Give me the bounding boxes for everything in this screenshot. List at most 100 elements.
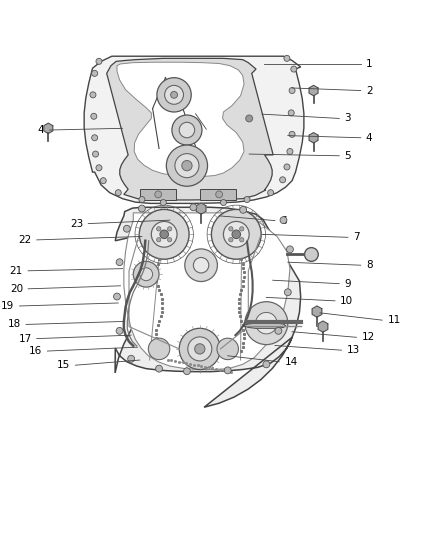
Circle shape: [167, 238, 172, 242]
Text: 19: 19: [1, 301, 14, 311]
Polygon shape: [84, 56, 304, 204]
Circle shape: [190, 204, 197, 211]
Polygon shape: [309, 133, 318, 143]
Circle shape: [160, 199, 166, 206]
Text: 1: 1: [366, 59, 373, 69]
Circle shape: [229, 238, 233, 242]
Circle shape: [92, 70, 98, 76]
Circle shape: [139, 197, 145, 203]
Text: 10: 10: [340, 296, 353, 306]
Circle shape: [194, 344, 205, 354]
Circle shape: [245, 302, 288, 345]
Circle shape: [175, 154, 199, 177]
Circle shape: [217, 338, 238, 360]
Circle shape: [291, 66, 297, 72]
Text: 9: 9: [344, 279, 351, 289]
Circle shape: [304, 248, 318, 261]
Circle shape: [287, 149, 293, 155]
Text: 18: 18: [7, 319, 21, 329]
Circle shape: [244, 197, 250, 203]
Circle shape: [160, 230, 169, 239]
Circle shape: [288, 110, 294, 116]
Polygon shape: [44, 123, 53, 133]
Text: 13: 13: [346, 345, 360, 355]
Circle shape: [157, 227, 161, 231]
Text: 14: 14: [284, 357, 297, 367]
Bar: [140, 189, 176, 200]
Circle shape: [182, 160, 192, 171]
Circle shape: [229, 227, 233, 231]
Circle shape: [194, 257, 209, 273]
Text: 4: 4: [38, 125, 45, 135]
Text: 5: 5: [344, 151, 351, 161]
Circle shape: [92, 151, 99, 157]
Circle shape: [155, 365, 162, 372]
Polygon shape: [243, 323, 286, 328]
Circle shape: [148, 338, 170, 360]
Polygon shape: [318, 321, 328, 332]
Circle shape: [92, 135, 98, 141]
Polygon shape: [117, 62, 244, 176]
Circle shape: [179, 328, 220, 369]
Text: 8: 8: [366, 260, 373, 270]
Text: 12: 12: [362, 332, 375, 342]
Circle shape: [128, 356, 134, 362]
Circle shape: [166, 145, 208, 186]
Circle shape: [284, 164, 290, 170]
Polygon shape: [115, 207, 300, 407]
Circle shape: [140, 268, 152, 281]
Circle shape: [179, 122, 194, 138]
Circle shape: [246, 115, 253, 122]
Circle shape: [165, 85, 184, 104]
Circle shape: [91, 114, 97, 119]
Circle shape: [124, 225, 130, 232]
Circle shape: [184, 368, 191, 375]
Circle shape: [268, 190, 274, 196]
Circle shape: [133, 261, 159, 287]
Circle shape: [113, 293, 120, 300]
Text: 3: 3: [344, 114, 351, 124]
Circle shape: [280, 217, 287, 223]
Text: 21: 21: [10, 266, 23, 276]
Circle shape: [171, 91, 177, 98]
Circle shape: [232, 230, 240, 239]
Circle shape: [220, 199, 226, 206]
Circle shape: [96, 58, 102, 64]
Circle shape: [289, 87, 295, 94]
Circle shape: [185, 249, 217, 281]
Circle shape: [151, 221, 177, 247]
Circle shape: [157, 78, 191, 112]
Text: 22: 22: [18, 235, 32, 245]
Bar: [200, 189, 236, 200]
Circle shape: [90, 92, 96, 98]
Circle shape: [96, 165, 102, 171]
Circle shape: [224, 367, 231, 374]
Circle shape: [240, 227, 244, 231]
Circle shape: [116, 327, 123, 334]
Circle shape: [172, 115, 202, 145]
Text: 7: 7: [353, 232, 360, 243]
Circle shape: [167, 227, 172, 231]
Text: 11: 11: [387, 315, 401, 325]
Polygon shape: [312, 306, 322, 317]
Circle shape: [289, 131, 295, 138]
Circle shape: [188, 337, 212, 361]
Polygon shape: [196, 203, 206, 214]
Polygon shape: [124, 213, 290, 369]
Circle shape: [100, 177, 106, 184]
Circle shape: [115, 190, 121, 196]
Circle shape: [240, 238, 244, 242]
Text: 6: 6: [280, 215, 287, 225]
Text: 16: 16: [29, 346, 42, 356]
Circle shape: [240, 206, 247, 213]
Text: 17: 17: [18, 334, 32, 344]
Polygon shape: [107, 58, 273, 200]
Circle shape: [212, 209, 261, 259]
Text: 20: 20: [10, 284, 23, 294]
Circle shape: [263, 361, 270, 368]
Text: 15: 15: [57, 360, 70, 370]
Circle shape: [284, 55, 290, 61]
Circle shape: [155, 191, 162, 198]
Circle shape: [256, 312, 277, 334]
Polygon shape: [309, 85, 318, 96]
